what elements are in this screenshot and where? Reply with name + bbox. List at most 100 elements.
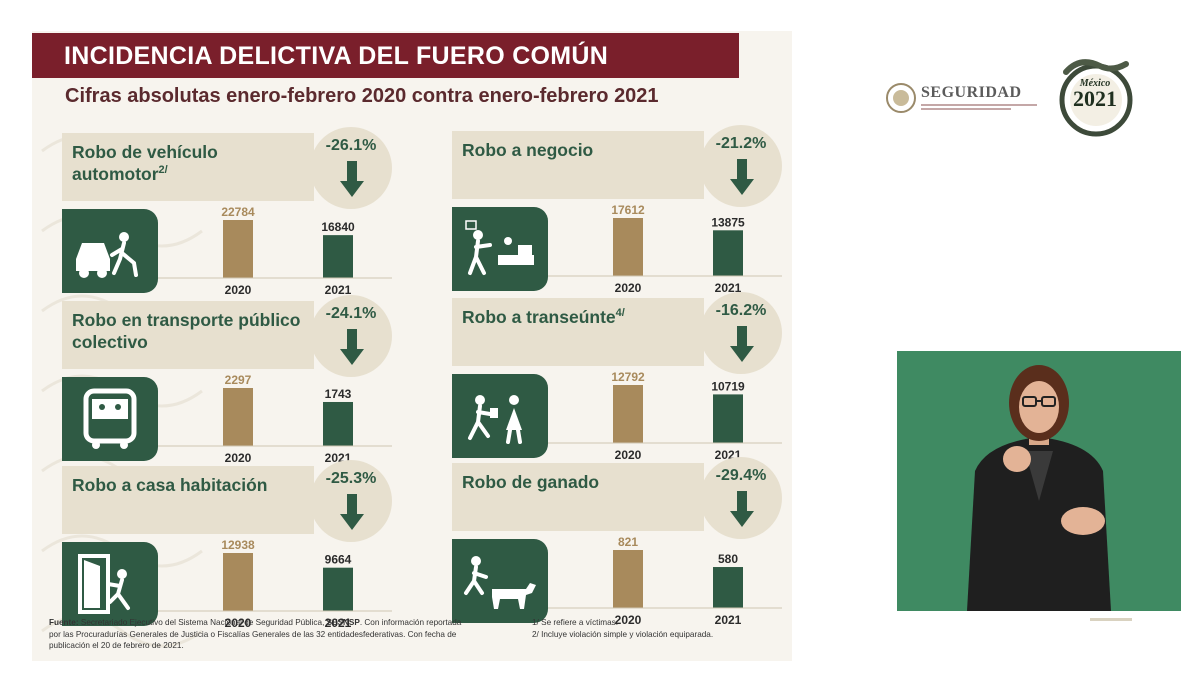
bar-chart-robo-vehiculo: 22784 16840 2020 2021 (158, 205, 392, 297)
category-label: 2020 (615, 281, 642, 295)
bar-2021 (323, 567, 353, 611)
bar-2020 (613, 550, 643, 608)
house-robbery-icon (62, 542, 158, 626)
panel-title: Robo a transeúnte4/ (462, 307, 625, 327)
bar-value-label: 580 (718, 552, 738, 566)
pedestrian-robbery-pictogram (468, 395, 522, 444)
category-label: 2021 (325, 283, 352, 297)
panel-robo-transeunte: Robo a transeúnte4/ -16.2% 12792 10719 20 (452, 292, 782, 462)
bar-2020 (613, 218, 643, 276)
footnote-mark: 4/ (615, 307, 625, 320)
panel-banner: Robo a negocio (452, 131, 704, 199)
page-title: INCIDENCIA DELICTIVA DEL FUERO COMÚN (64, 42, 609, 70)
percent-change: -29.4% (715, 467, 767, 484)
percent-change: -25.3% (325, 470, 377, 487)
bar-value-label: 2297 (225, 373, 252, 387)
source-org: SESNSP (326, 618, 360, 627)
emblem-text: México 2021 (1062, 78, 1128, 111)
down-arrow-icon (730, 491, 754, 527)
panel-title: Robo a negocio (462, 140, 594, 160)
house-robbery-pictogram (78, 554, 130, 614)
bar-value-label: 9664 (325, 553, 352, 567)
bar-value-label: 12938 (221, 538, 255, 552)
bar-value-label: 12792 (611, 370, 645, 384)
percent-badge: -24.1% (310, 295, 392, 377)
bar-value-label: 821 (618, 535, 638, 549)
panel-banner: Robo a casa habitación (62, 466, 314, 534)
panel-title: Robo de vehículo automotor2/ (72, 142, 218, 184)
category-label: 2021 (715, 281, 742, 295)
down-arrow-icon (730, 326, 754, 362)
source-rest: . Con información reportada por las Proc… (49, 618, 462, 650)
sign-language-interpreter-video (897, 351, 1181, 611)
bar-value-label: 13875 (711, 215, 745, 229)
percent-change: -21.2% (715, 135, 767, 152)
source-label: Fuente: (49, 618, 79, 627)
category-label: 2020 (225, 616, 252, 630)
percent-badge: -21.2% (700, 125, 782, 207)
serpent-emblem-icon (1059, 59, 1133, 137)
car-robbery-pictogram (76, 232, 138, 278)
bar-2021 (713, 394, 743, 443)
panel-banner: Robo de vehículo automotor2/ (62, 133, 314, 201)
car-robbery-icon (62, 209, 158, 293)
footer-notes: 1/ Se refiere a víctimas. 2/ Incluye vio… (532, 617, 782, 640)
emblem-year: 2021 (1073, 86, 1117, 111)
panel-title: Robo de ganado (462, 472, 600, 492)
footnote-2: 2/ Incluye violación simple y violación … (532, 629, 714, 639)
cattle-robbery-pictogram (464, 556, 536, 609)
bar-chart-robo-negocio: 17612 13875 2020 2021 (548, 203, 782, 295)
bar-2021 (323, 235, 353, 278)
decorative-strip (1090, 618, 1132, 621)
footnote-mark: 2/ (158, 164, 168, 177)
bar-chart-robo-casa: 12938 9664 2020 2021 (158, 538, 392, 630)
footer-source: Fuente: Secretariado Ejecutivo del Siste… (49, 617, 469, 652)
bar-2020 (223, 388, 253, 446)
bar-value-label: 16840 (321, 220, 355, 234)
panel-robo-casa: Robo a casa habitación -25.3% 12938 9664 … (62, 460, 392, 630)
source-text: Secretariado Ejecutivo del Sistema Nacio… (78, 618, 327, 627)
percent-change: -26.1% (325, 137, 377, 154)
down-arrow-icon (340, 494, 364, 530)
percent-badge: -26.1% (310, 127, 392, 209)
category-label: 2021 (715, 613, 742, 627)
slide: INCIDENCIA DELICTIVA DEL FUERO COMÚN Cif… (32, 31, 792, 661)
footnote-1: 1/ Se refiere a víctimas. (532, 618, 619, 627)
percent-badge: -16.2% (700, 292, 782, 374)
bar-2020 (223, 220, 253, 278)
logo-name: SEGURIDAD (921, 84, 1022, 101)
panel-robo-transporte: Robo en transporte público colectivo -24… (62, 295, 392, 465)
title-bar: INCIDENCIA DELICTIVA DEL FUERO COMÚN (32, 33, 739, 78)
category-label: 2021 (325, 616, 352, 630)
bus-robbery-icon (62, 377, 158, 461)
category-label: 2020 (615, 448, 642, 462)
bar-2021 (323, 401, 353, 446)
bar-value-label: 22784 (221, 205, 255, 219)
category-label: 2020 (225, 283, 252, 297)
bar-value-label: 17612 (611, 203, 645, 217)
percent-badge: -29.4% (700, 457, 782, 539)
panel-title: Robo en transporte público colectivo (72, 310, 301, 352)
bar-2020 (613, 385, 643, 443)
panel-banner: Robo en transporte público colectivo (62, 301, 314, 369)
panel-title: Robo a casa habitación (72, 475, 268, 495)
store-robbery-icon (452, 207, 548, 291)
bar-chart-robo-ganado: 821 580 2020 2021 (548, 535, 782, 627)
panel-robo-vehiculo: Robo de vehículo automotor2/ -26.1% 2278… (62, 127, 392, 297)
pedestrian-robbery-icon (452, 374, 548, 458)
bar-2021 (713, 567, 743, 608)
panel-banner: Robo a transeúnte4/ (452, 298, 704, 366)
bar-value-label: 10719 (711, 379, 745, 393)
bar-2021 (713, 230, 743, 276)
down-arrow-icon (340, 329, 364, 365)
panel-banner: Robo de ganado (452, 463, 704, 531)
bar-value-label: 1743 (325, 387, 352, 401)
store-robbery-pictogram (465, 220, 534, 275)
interpreter-figure (897, 351, 1181, 611)
panel-robo-ganado: Robo de ganado -29.4% 821 580 2020 2021 (452, 457, 782, 627)
national-seal-icon (886, 83, 916, 113)
percent-change: -16.2% (715, 302, 767, 319)
seguridad-logo: SEGURIDAD (885, 80, 1050, 118)
cattle-robbery-icon (452, 539, 548, 623)
